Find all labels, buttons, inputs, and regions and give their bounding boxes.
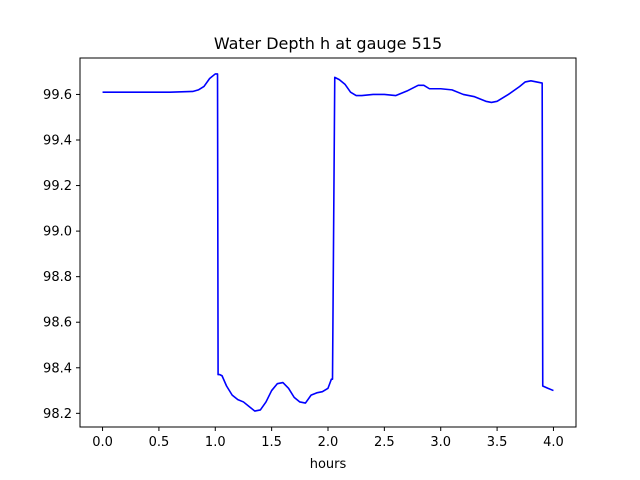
y-tick-label: 99.6 (43, 88, 72, 103)
series-line (102, 73, 554, 412)
y-tick-label: 98.2 (43, 407, 72, 422)
x-tick-label: 1.0 (205, 435, 226, 450)
y-tick-label: 99.0 (43, 225, 72, 240)
x-tick-label: 2.5 (374, 435, 395, 450)
x-axis: 0.0 0.5 1.0 1.5 2.0 2.5 3.0 3.5 4.0 (92, 427, 564, 450)
x-tick-label: 4.0 (543, 435, 564, 450)
chart-title: Water Depth h at gauge 515 (214, 34, 442, 53)
y-tick-label: 98.6 (43, 316, 72, 331)
x-tick-label: 3.5 (487, 435, 508, 450)
y-tick-label: 98.8 (43, 270, 72, 285)
x-tick-label: 1.5 (261, 435, 282, 450)
x-axis-label: hours (310, 457, 347, 472)
y-axis: 98.2 98.4 98.6 98.8 99.0 99.2 99.4 99.6 (43, 88, 80, 422)
y-tick-label: 98.4 (43, 361, 72, 376)
y-tick-label: 99.4 (43, 134, 72, 149)
x-tick-label: 3.0 (430, 435, 451, 450)
x-tick-label: 0.5 (149, 435, 170, 450)
x-tick-label: 2.0 (318, 435, 339, 450)
x-tick-label: 0.0 (92, 435, 113, 450)
series-layer (102, 73, 554, 412)
y-tick-label: 99.2 (43, 179, 72, 194)
